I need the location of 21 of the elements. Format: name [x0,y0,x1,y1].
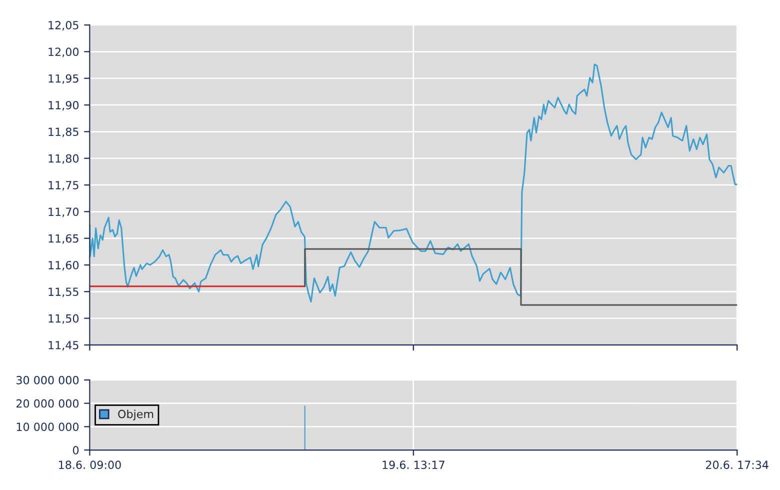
y-tick-label: 11,75 [48,181,78,190]
y-tick-label: 11,65 [48,234,78,244]
y-tick-label: 11,50 [48,314,79,324]
y-tick-label: 0 [72,446,79,454]
y-tick-label: 11,85 [48,128,78,138]
y-tick-label: 20 000 000 [16,399,79,408]
y-tick-label: 11,45 [48,341,78,350]
y-tick-label: 11,70 [48,208,79,218]
y-tick-label: 30 000 000 [16,376,79,384]
x-tick-label: 18.6. 09:00 [59,460,121,470]
y-tick-label: 11,95 [48,74,78,84]
x-tick-label: 20.6. 17:34 [706,460,768,470]
y-tick-label: 10 000 000 [16,422,79,432]
y-tick-label: 11,60 [48,260,79,270]
y-tick-label: 12,05 [48,20,78,31]
y-tick-label: 11,55 [48,288,78,298]
legend-label: Objem [118,410,154,420]
y-tick-label: 11,80 [48,154,79,164]
y-tick-label: 11,90 [48,100,79,110]
x-tick-label: 19.6. 13:17 [382,460,444,470]
y-tick-label: 12,00 [48,48,79,58]
